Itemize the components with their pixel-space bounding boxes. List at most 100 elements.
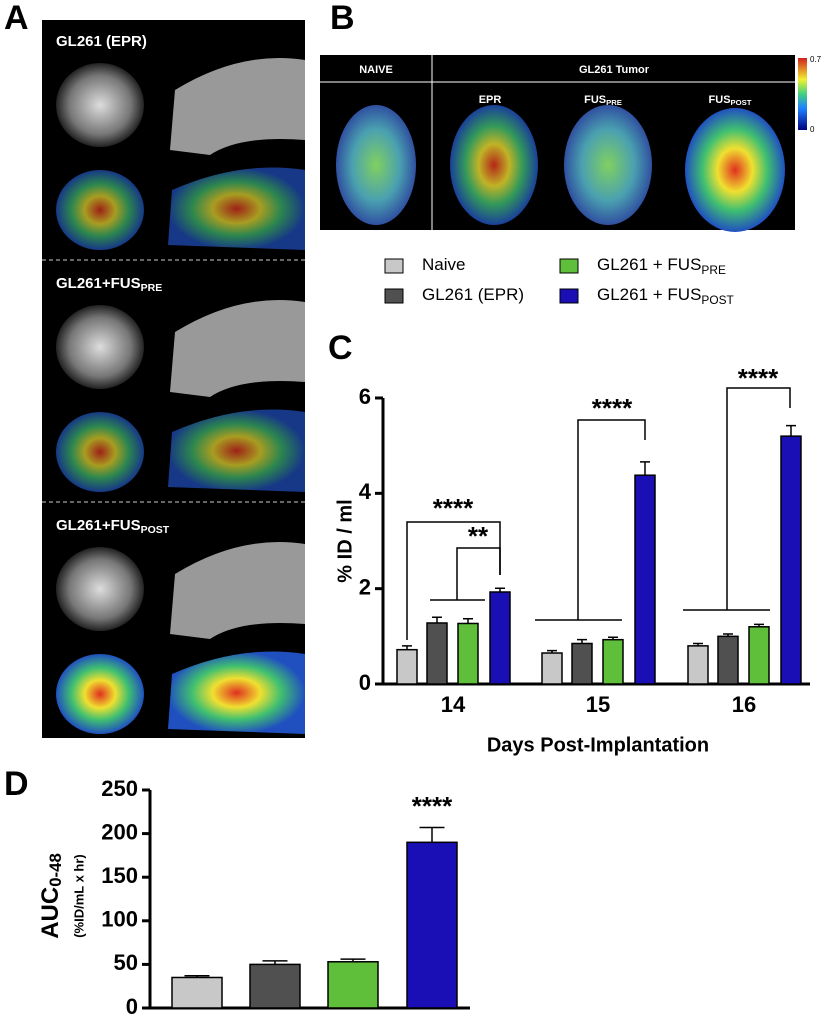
legend-label: GL261 + FUSPRE <box>597 255 726 277</box>
mri-image <box>170 58 305 155</box>
bar <box>426 622 448 685</box>
bar <box>489 591 511 685</box>
bar <box>687 645 709 685</box>
y-axis-label: (%ID/mL x hr) <box>71 854 86 938</box>
pet-image <box>56 170 144 250</box>
error-bar <box>608 636 618 640</box>
bar <box>780 435 802 685</box>
header: GL261 Tumor <box>579 64 650 76</box>
significance: **** <box>433 493 474 523</box>
error-bar <box>640 461 650 476</box>
mri-image <box>56 63 144 147</box>
column-label: FUSPRE <box>584 94 622 107</box>
pet-image <box>450 105 538 225</box>
legend-label: PRE <box>701 263 726 277</box>
significance: **** <box>738 363 779 393</box>
bar <box>602 638 624 685</box>
y-tick-label: 50 <box>114 950 138 975</box>
significance: **** <box>412 791 453 821</box>
colorbar <box>798 58 807 130</box>
bar <box>571 642 593 685</box>
panel-label: C <box>328 329 353 367</box>
error-bar <box>754 623 764 627</box>
error-bar <box>463 617 473 624</box>
error-bar <box>402 645 412 650</box>
legend-label: GL261 + FUS <box>597 255 701 274</box>
error-bar <box>184 974 210 978</box>
error-bar <box>786 424 796 437</box>
legend-label: Naive <box>422 255 465 274</box>
group-label: GL261 (EPR) <box>56 33 147 50</box>
y-tick-label: 0 <box>126 994 138 1019</box>
legend-swatch <box>384 258 404 274</box>
pet-image <box>168 409 305 492</box>
legend-label: GL261 + FUS <box>597 285 701 304</box>
colorbar-label: 0 <box>810 125 815 134</box>
bar <box>327 961 379 1009</box>
y-tick-label: 100 <box>101 907 138 932</box>
column-label: FUSPOST <box>709 94 752 107</box>
error-bar <box>547 649 557 654</box>
mri-image <box>56 305 144 389</box>
panel-label: B <box>330 0 355 37</box>
legend-label: GL261 (EPR) <box>422 285 524 304</box>
x-tick-label: 15 <box>586 692 610 717</box>
error-bar <box>723 633 733 637</box>
mri-image <box>56 547 144 631</box>
bar <box>171 976 223 1009</box>
y-tick-label: 6 <box>359 384 371 409</box>
colorbar-label: 0.7 <box>810 55 822 64</box>
mri-image <box>170 542 305 639</box>
error-bar <box>262 960 288 965</box>
bar <box>541 652 563 685</box>
column-label: EPR <box>479 94 502 106</box>
bracket <box>430 547 501 601</box>
error-bar <box>495 587 505 593</box>
y-tick-label: 150 <box>101 863 138 888</box>
panel-b: NAIVE GL261 Tumor EPR FUSPRE FUSPOST 0.7… <box>320 55 822 232</box>
x-tick-label: 16 <box>732 692 756 717</box>
bar <box>457 622 479 685</box>
bar <box>406 841 458 1009</box>
significance: ** <box>468 521 489 551</box>
legend-swatch <box>384 288 404 304</box>
significance: **** <box>592 393 633 423</box>
pet-image <box>56 412 144 492</box>
error-bar <box>577 638 587 644</box>
bar <box>396 648 418 685</box>
panel-a: GL261 (EPR) GL261+FUSPRE GL261+FUSPOST <box>42 20 305 738</box>
error-bar <box>432 616 442 623</box>
pet-image <box>56 654 144 734</box>
group-label: GL261+FUSPRE <box>56 275 162 294</box>
x-tick-label: 14 <box>441 692 466 717</box>
legend-swatch <box>559 288 579 304</box>
legend-label: POST <box>701 293 733 307</box>
error-bar <box>693 642 703 646</box>
bar <box>748 626 770 685</box>
panel-label: D <box>4 765 29 803</box>
y-tick-label: 2 <box>359 574 371 599</box>
bar <box>634 474 656 685</box>
y-axis-label: % ID / ml <box>334 499 356 582</box>
pet-image <box>564 105 652 225</box>
bar <box>249 963 301 1009</box>
bar <box>717 635 739 685</box>
group-label: GL261+FUSPOST <box>56 517 170 536</box>
error-bar <box>419 826 445 843</box>
y-tick-label: 200 <box>101 819 138 844</box>
error-bar <box>340 958 366 962</box>
panel-label: A <box>4 0 29 37</box>
legend-label: GL261 (EPR) <box>422 285 524 304</box>
y-axis-label: AUC0-48 <box>37 853 65 939</box>
legend-swatch <box>559 258 579 274</box>
y-tick-label: 0 <box>359 670 371 695</box>
pet-image <box>685 108 785 232</box>
pet-image <box>168 167 305 250</box>
y-tick-label: 4 <box>359 479 372 504</box>
pet-image <box>336 105 416 225</box>
mri-image <box>170 300 305 397</box>
y-axis-label: 0-48 <box>46 853 65 887</box>
pet-image <box>168 651 305 734</box>
bracket <box>683 387 791 611</box>
